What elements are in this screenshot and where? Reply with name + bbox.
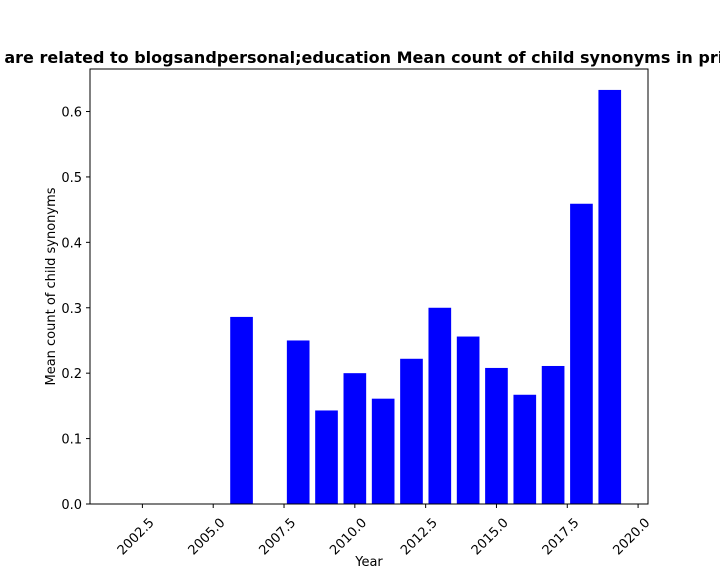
bar-2015	[485, 367, 508, 504]
y-axis-ticks: 0.0 0.1 0.2 0.3 0.4 0.5 0.6	[61, 106, 90, 513]
bar-2017	[541, 365, 565, 504]
bar-2012	[400, 358, 423, 504]
y-tick-label: 0.1	[61, 433, 82, 448]
bar-2009	[315, 410, 338, 504]
bar-2018	[570, 203, 593, 504]
x-axis-label: Year	[354, 555, 383, 570]
bar-2016	[513, 394, 537, 504]
bar-2019	[598, 89, 622, 505]
plot-area-frame	[89, 68, 649, 505]
bar-2010	[343, 373, 367, 504]
bar-2013	[428, 307, 452, 504]
y-tick-label: 0.4	[61, 236, 82, 251]
y-axis-label: Mean count of child synonyms	[44, 187, 59, 385]
bars-group	[230, 89, 622, 505]
bar-2014	[456, 336, 480, 504]
bar-2006	[230, 316, 253, 504]
chart-title: are related to blogsandpersonal;educatio…	[4, 48, 720, 67]
bar-2008	[286, 340, 310, 504]
y-tick-label: 0.6	[61, 106, 82, 121]
y-tick-label: 0.5	[61, 171, 82, 186]
y-tick-label: 0.3	[61, 302, 82, 317]
bar-2011	[371, 398, 395, 504]
y-tick-label: 0.2	[61, 367, 82, 382]
y-tick-label: 0.0	[61, 498, 82, 513]
